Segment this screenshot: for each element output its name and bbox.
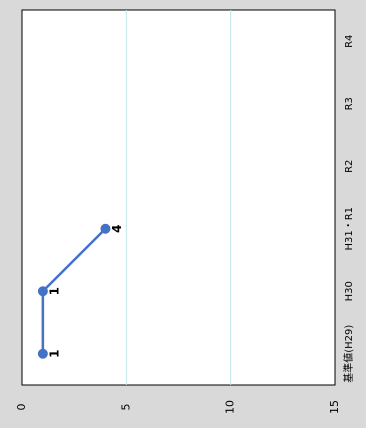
data-label: 4 <box>110 225 124 233</box>
x-category-label: 基準値(H29) <box>342 325 355 383</box>
data-point <box>100 223 111 234</box>
data-labels: 1 1 4 <box>47 225 124 358</box>
data-label: 1 <box>47 287 61 295</box>
x-category-label: R3 <box>344 97 355 110</box>
data-label: 1 <box>47 350 61 358</box>
x-category-label: R4 <box>344 35 355 48</box>
x-axis-categories: 基準値(H29) H30 H31・R1 R2 R3 R4 <box>342 35 355 383</box>
y-tick-label: 5 <box>119 404 132 411</box>
x-category-label: H31・R1 <box>344 207 355 251</box>
series-layer <box>37 223 111 359</box>
data-point <box>37 286 48 297</box>
y-tick-label: 15 <box>328 400 341 414</box>
data-point <box>37 348 48 359</box>
x-category-label: R2 <box>344 160 355 173</box>
grid-lines <box>125 10 232 385</box>
y-tick-label: 10 <box>224 400 237 414</box>
x-category-label: H30 <box>344 281 355 301</box>
plot-area <box>21 9 336 386</box>
y-axis-ticks: 0 5 10 15 <box>15 400 341 414</box>
y-tick-label: 0 <box>15 404 28 411</box>
